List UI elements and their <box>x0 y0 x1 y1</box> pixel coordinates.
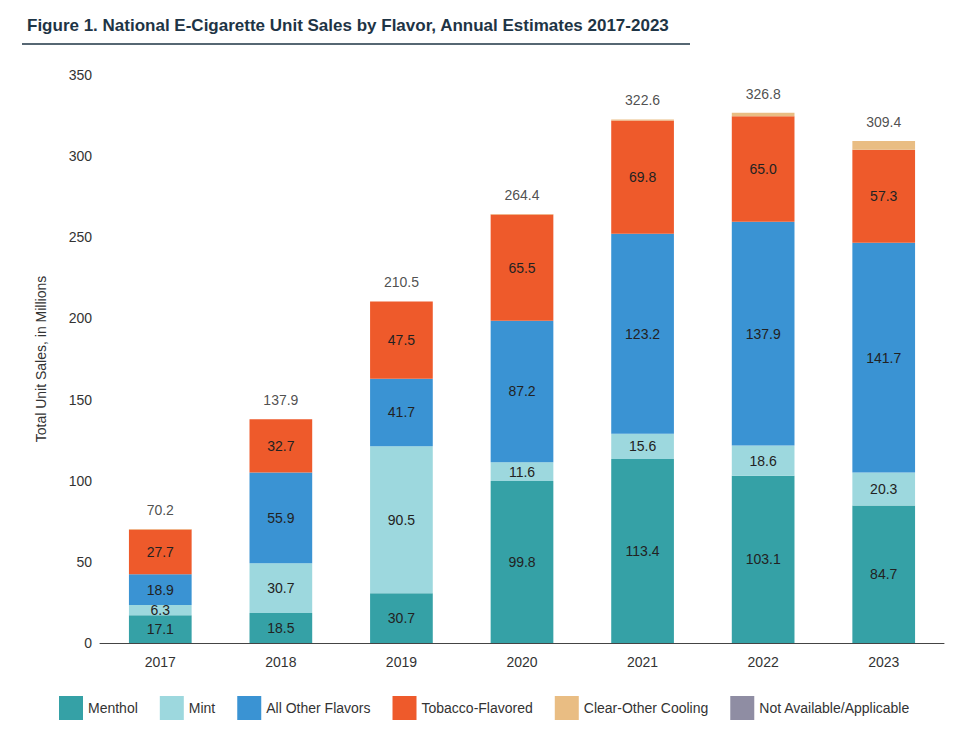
svg-text:65.5: 65.5 <box>508 260 535 276</box>
svg-text:15.6: 15.6 <box>629 438 656 454</box>
svg-text:All Other Flavors: All Other Flavors <box>266 700 370 716</box>
svg-text:6.3: 6.3 <box>151 602 171 618</box>
svg-text:50: 50 <box>76 554 92 570</box>
svg-text:Mint: Mint <box>189 700 216 716</box>
svg-text:326.8: 326.8 <box>746 86 781 102</box>
svg-text:11.6: 11.6 <box>509 464 535 480</box>
svg-text:150: 150 <box>69 392 93 408</box>
svg-text:Menthol: Menthol <box>88 700 138 716</box>
svg-text:2023: 2023 <box>868 654 899 670</box>
svg-text:47.5: 47.5 <box>388 332 415 348</box>
svg-text:2020: 2020 <box>506 654 537 670</box>
svg-text:137.9: 137.9 <box>746 326 781 342</box>
svg-text:2021: 2021 <box>627 654 658 670</box>
svg-text:113.4: 113.4 <box>626 543 660 559</box>
svg-text:300: 300 <box>69 148 93 164</box>
svg-text:Total Unit Sales, in Millions: Total Unit Sales, in Millions <box>33 276 49 443</box>
svg-text:123.2: 123.2 <box>625 326 660 342</box>
svg-text:55.9: 55.9 <box>267 510 294 526</box>
svg-text:70.2: 70.2 <box>147 502 174 518</box>
svg-text:137.9: 137.9 <box>263 392 298 408</box>
svg-text:264.4: 264.4 <box>504 187 539 203</box>
svg-text:17.1: 17.1 <box>147 621 174 637</box>
svg-text:250: 250 <box>69 229 93 245</box>
svg-text:87.2: 87.2 <box>508 383 535 399</box>
svg-text:30.7: 30.7 <box>267 580 294 596</box>
svg-text:2019: 2019 <box>386 654 417 670</box>
svg-text:210.5: 210.5 <box>384 274 419 290</box>
svg-text:200: 200 <box>69 310 93 326</box>
svg-text:141.7: 141.7 <box>866 350 901 366</box>
svg-text:20.3: 20.3 <box>870 481 897 497</box>
svg-text:2017: 2017 <box>145 654 176 670</box>
svg-text:Clear-Other Cooling: Clear-Other Cooling <box>584 700 709 716</box>
svg-text:84.7: 84.7 <box>870 566 897 582</box>
svg-text:0: 0 <box>84 635 92 651</box>
svg-text:18.9: 18.9 <box>147 582 174 598</box>
svg-text:103.1: 103.1 <box>746 551 781 567</box>
svg-text:18.5: 18.5 <box>267 620 294 636</box>
svg-text:41.7: 41.7 <box>388 404 415 420</box>
svg-text:2018: 2018 <box>265 654 296 670</box>
svg-text:30.7: 30.7 <box>388 610 415 626</box>
svg-text:2022: 2022 <box>748 654 779 670</box>
svg-text:90.5: 90.5 <box>388 512 415 528</box>
svg-text:69.8: 69.8 <box>629 169 656 185</box>
svg-text:Not Available/Applicable: Not Available/Applicable <box>759 700 909 716</box>
svg-text:322.6: 322.6 <box>625 92 660 108</box>
svg-text:32.7: 32.7 <box>267 438 294 454</box>
svg-text:57.3: 57.3 <box>870 188 897 204</box>
svg-text:350: 350 <box>69 67 93 83</box>
svg-text:65.0: 65.0 <box>750 161 777 177</box>
svg-text:Figure 1. National E-Cigarette: Figure 1. National E-Cigarette Unit Sale… <box>27 16 669 35</box>
svg-text:99.8: 99.8 <box>508 554 535 570</box>
svg-text:309.4: 309.4 <box>866 114 901 130</box>
svg-text:100: 100 <box>69 473 93 489</box>
svg-text:27.7: 27.7 <box>147 544 174 560</box>
svg-text:18.6: 18.6 <box>750 453 777 469</box>
svg-text:Tobacco-Flavored: Tobacco-Flavored <box>422 700 533 716</box>
